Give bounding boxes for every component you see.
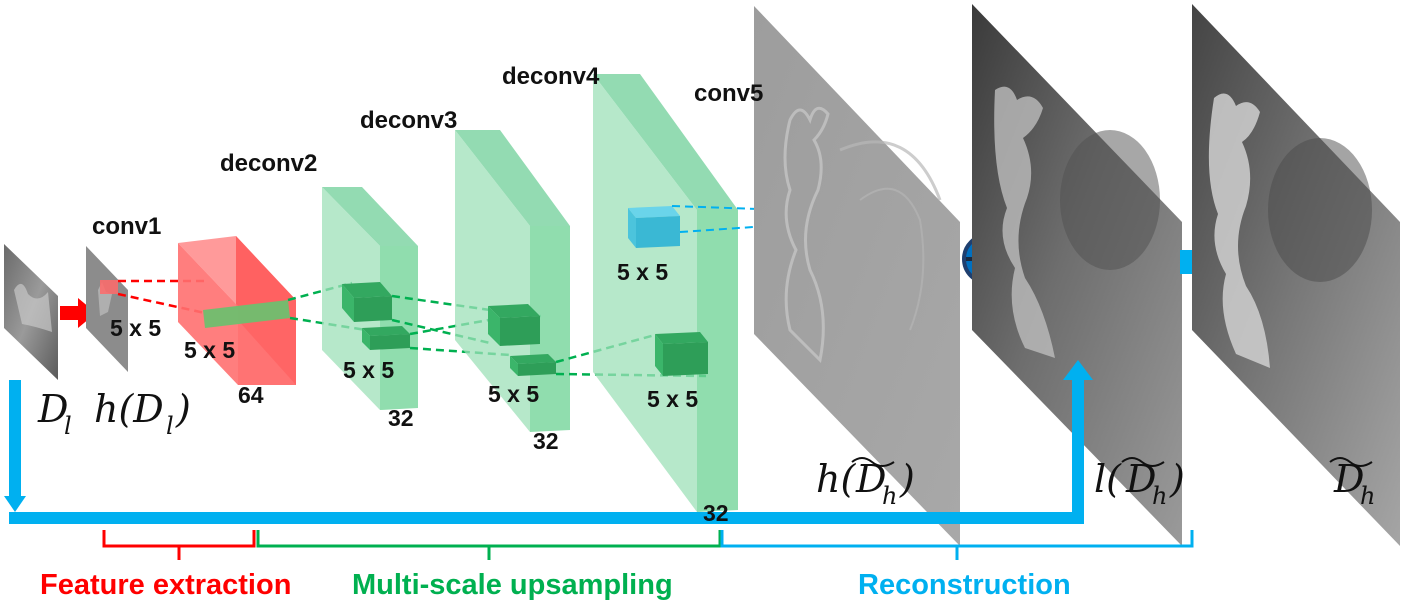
stage-feature-extraction: Feature extraction — [40, 569, 291, 601]
deconv3-slab — [455, 130, 570, 432]
math-final: D h — [1329, 457, 1375, 510]
reconstruction-bracket — [720, 530, 1194, 560]
kernel-conv5: 5 x 5 — [617, 259, 668, 285]
conv5-kernel — [628, 206, 680, 218]
label-deconv2: deconv2 — [220, 150, 317, 177]
svg-text:l(: l( — [1094, 457, 1122, 501]
kernel-deconv3: 5 x 5 — [488, 381, 539, 407]
kernel-conv1: 5 x 5 — [110, 315, 161, 341]
stage-reconstruction: Reconstruction — [858, 569, 1071, 601]
svg-text:h: h — [1152, 482, 1167, 510]
svg-text:l: l — [166, 412, 174, 440]
output-image — [1192, 4, 1400, 546]
svg-text:D: D — [1333, 457, 1364, 501]
conv1-kernel — [100, 280, 118, 294]
math-h-input: h(D l ) — [94, 387, 191, 440]
kernel-red-block: 5 x 5 — [184, 337, 235, 363]
channels-deconv2: 32 — [388, 405, 414, 431]
label-deconv3: deconv3 — [360, 107, 457, 134]
svg-text:h: h — [882, 482, 897, 510]
math-h-output: h( D h ) — [816, 457, 915, 510]
residual-image — [754, 6, 960, 546]
svg-text:D: D — [37, 387, 68, 431]
interpolated-image — [972, 4, 1182, 546]
channels-deconv3: 32 — [533, 428, 559, 454]
channels-deconv4: 32 — [703, 500, 729, 526]
svg-text:h: h — [1360, 482, 1375, 510]
conv1-slice — [86, 246, 128, 372]
svg-text:): ) — [1169, 457, 1185, 501]
math-input: D l — [37, 387, 72, 440]
svg-text:): ) — [175, 387, 191, 431]
red-block-kernel — [203, 300, 290, 328]
channels-64: 64 — [238, 382, 264, 408]
feature-bracket — [102, 530, 256, 560]
svg-text:): ) — [899, 457, 915, 501]
svg-text:D: D — [855, 457, 886, 501]
deconv2-slab — [322, 187, 418, 410]
kernel-deconv4: 5 x 5 — [647, 386, 698, 412]
svg-text:D: D — [1125, 457, 1156, 501]
upsampling-bracket — [256, 530, 722, 560]
svg-text:l: l — [64, 412, 72, 440]
input-image — [4, 244, 58, 380]
kernel-deconv2: 5 x 5 — [343, 357, 394, 383]
math-l-output: l( D h ) — [1094, 457, 1185, 510]
label-conv1: conv1 — [92, 213, 161, 240]
skip-connection — [4, 360, 1093, 524]
svg-text:h(: h( — [816, 457, 856, 501]
stage-multi-scale-upsampling: Multi-scale upsampling — [352, 569, 673, 601]
deconv4-slab — [593, 74, 738, 512]
label-deconv4: deconv4 — [502, 63, 600, 90]
label-conv5: conv5 — [694, 80, 763, 107]
svg-text:h(D: h(D — [94, 387, 164, 431]
feature-cube — [178, 236, 296, 385]
